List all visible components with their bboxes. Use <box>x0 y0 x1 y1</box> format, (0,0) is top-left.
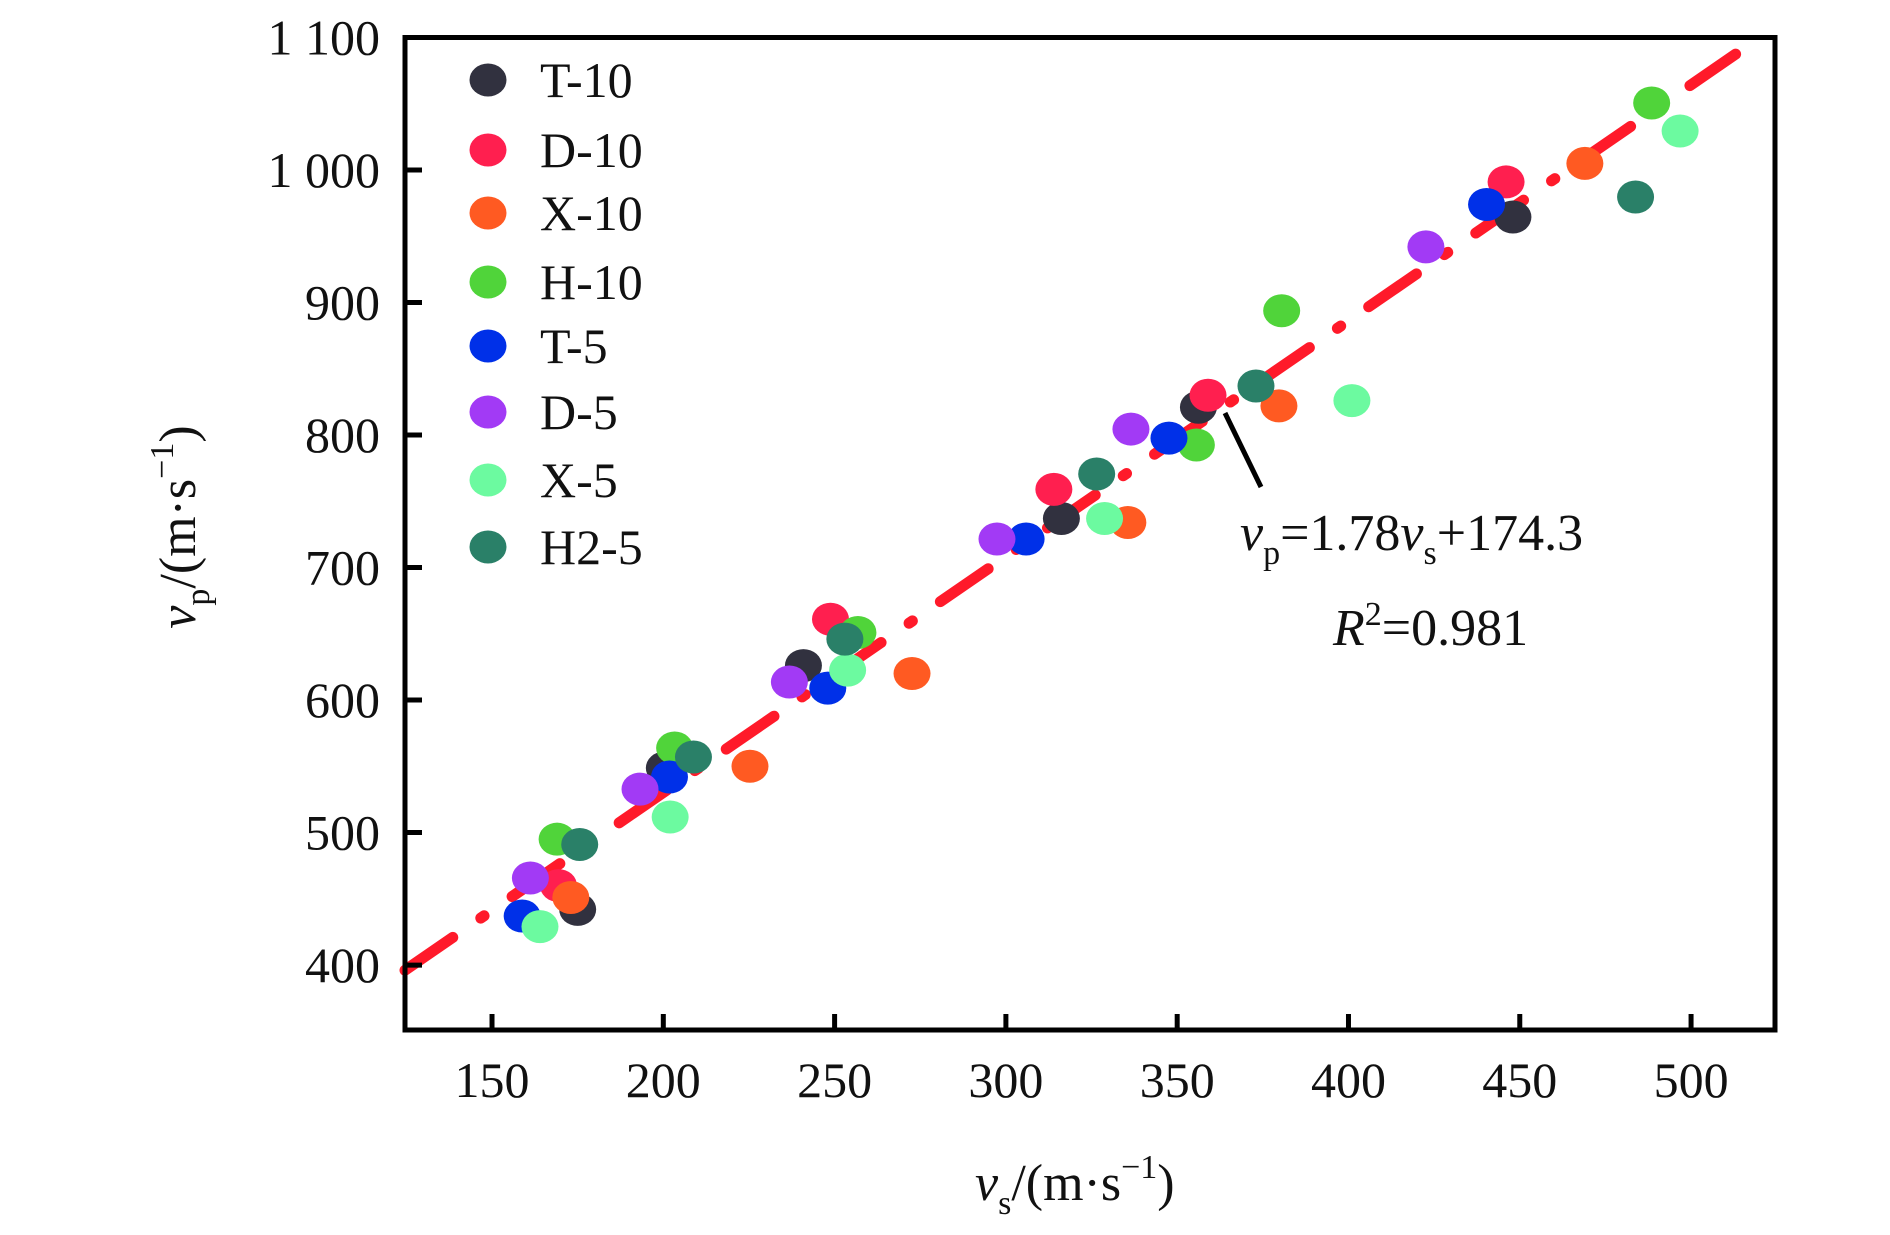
y-axis-ticks: 400 500 600 700 800 900 1 000 1 100 <box>268 10 422 993</box>
legend-marker <box>469 63 507 97</box>
x-tick-label: 400 <box>1311 1052 1386 1108</box>
y-tick-label: 1 100 <box>268 10 381 66</box>
legend-label: T-10 <box>540 52 633 108</box>
plot-border <box>402 35 1778 1033</box>
data-point <box>1086 502 1124 536</box>
legend: T-10 D-10 X-10 H-10 T-5 D-5 X-5 H2-5 <box>469 52 643 575</box>
data-point <box>978 522 1016 556</box>
legend-marker <box>469 133 507 167</box>
data-point <box>1661 114 1699 148</box>
data-point <box>1260 389 1298 423</box>
legend-item-t-10: T-10 <box>469 52 633 108</box>
legend-marker <box>469 530 507 564</box>
y-tick-label: 900 <box>305 275 380 331</box>
data-point <box>893 657 931 691</box>
x-axis-ticks: 150 200 250 300 350 400 450 500 <box>455 1014 1729 1108</box>
x-axis-title: vs/(m·s−1) <box>975 1149 1175 1222</box>
data-point <box>1263 294 1301 328</box>
legend-label: H-10 <box>540 254 643 310</box>
x-tick-label: 350 <box>1140 1052 1215 1108</box>
data-point <box>1633 86 1671 120</box>
data-point <box>1407 230 1445 264</box>
legend-label: T-5 <box>540 318 608 374</box>
data-point <box>1468 187 1506 221</box>
data-point <box>1007 522 1045 556</box>
data-point <box>561 827 599 861</box>
x-tick-label: 500 <box>1654 1052 1729 1108</box>
data-point <box>1333 384 1371 418</box>
x-tick-label: 150 <box>455 1052 530 1108</box>
legend-label: D-10 <box>540 122 643 178</box>
series-h2-5 <box>561 180 1655 861</box>
legend-item-x-10: X-10 <box>469 185 643 241</box>
data-point <box>826 622 864 656</box>
data-point <box>1150 421 1188 455</box>
data-point <box>1042 502 1080 536</box>
legend-item-d-10: D-10 <box>469 122 643 178</box>
data-points-layer <box>503 86 1699 944</box>
data-point <box>674 740 712 774</box>
data-point <box>1112 412 1150 446</box>
legend-marker <box>469 265 507 299</box>
annotation-leader-line <box>1222 411 1264 489</box>
x-tick-label: 450 <box>1482 1052 1557 1108</box>
data-point <box>770 665 808 699</box>
series-d-5 <box>511 230 1445 895</box>
x-tick-label: 250 <box>797 1052 872 1108</box>
data-point <box>552 880 590 914</box>
data-point <box>1617 180 1655 214</box>
data-point <box>1487 165 1525 199</box>
legend-item-d-5: D-5 <box>469 384 618 440</box>
data-point <box>1566 146 1604 180</box>
series-x-10 <box>552 146 1604 914</box>
legend-item-h-10: H-10 <box>469 254 643 310</box>
y-axis-title: vp/(m·s−1) <box>144 425 217 628</box>
y-tick-label: 800 <box>305 407 380 463</box>
legend-marker <box>469 395 507 429</box>
legend-item-x-5: X-5 <box>469 452 618 508</box>
y-tick-label: 400 <box>305 937 380 993</box>
plot-frame <box>402 35 1778 1033</box>
series-t-10 <box>559 200 1532 926</box>
data-point <box>521 910 559 944</box>
legend-marker <box>469 463 507 497</box>
x-tick-label: 200 <box>626 1052 701 1108</box>
data-point <box>1237 369 1275 403</box>
legend-marker <box>469 196 507 230</box>
data-point <box>511 861 549 895</box>
data-point <box>1035 472 1073 506</box>
y-tick-label: 1 000 <box>268 142 381 198</box>
legend-marker <box>469 329 507 363</box>
data-point <box>651 800 689 834</box>
data-point <box>1189 378 1227 412</box>
r-squared-label: R2=0.981 <box>1332 596 1528 657</box>
legend-label: X-5 <box>540 452 618 508</box>
data-point <box>650 760 688 794</box>
y-tick-label: 600 <box>305 672 380 728</box>
data-point <box>1078 457 1116 491</box>
data-point <box>731 749 769 783</box>
legend-label: H2-5 <box>540 519 643 575</box>
legend-label: X-10 <box>540 185 643 241</box>
legend-item-h2-5: H2-5 <box>469 519 643 575</box>
y-tick-label: 700 <box>305 540 380 596</box>
fit-equation: vp=1.78vs+174.3 <box>1240 505 1583 572</box>
data-point <box>621 772 659 806</box>
series-x-5 <box>521 114 1699 944</box>
data-point <box>829 653 867 687</box>
y-tick-label: 500 <box>305 805 380 861</box>
x-tick-label: 300 <box>968 1052 1043 1108</box>
legend-item-t-5: T-5 <box>469 318 608 374</box>
legend-label: D-5 <box>540 384 618 440</box>
